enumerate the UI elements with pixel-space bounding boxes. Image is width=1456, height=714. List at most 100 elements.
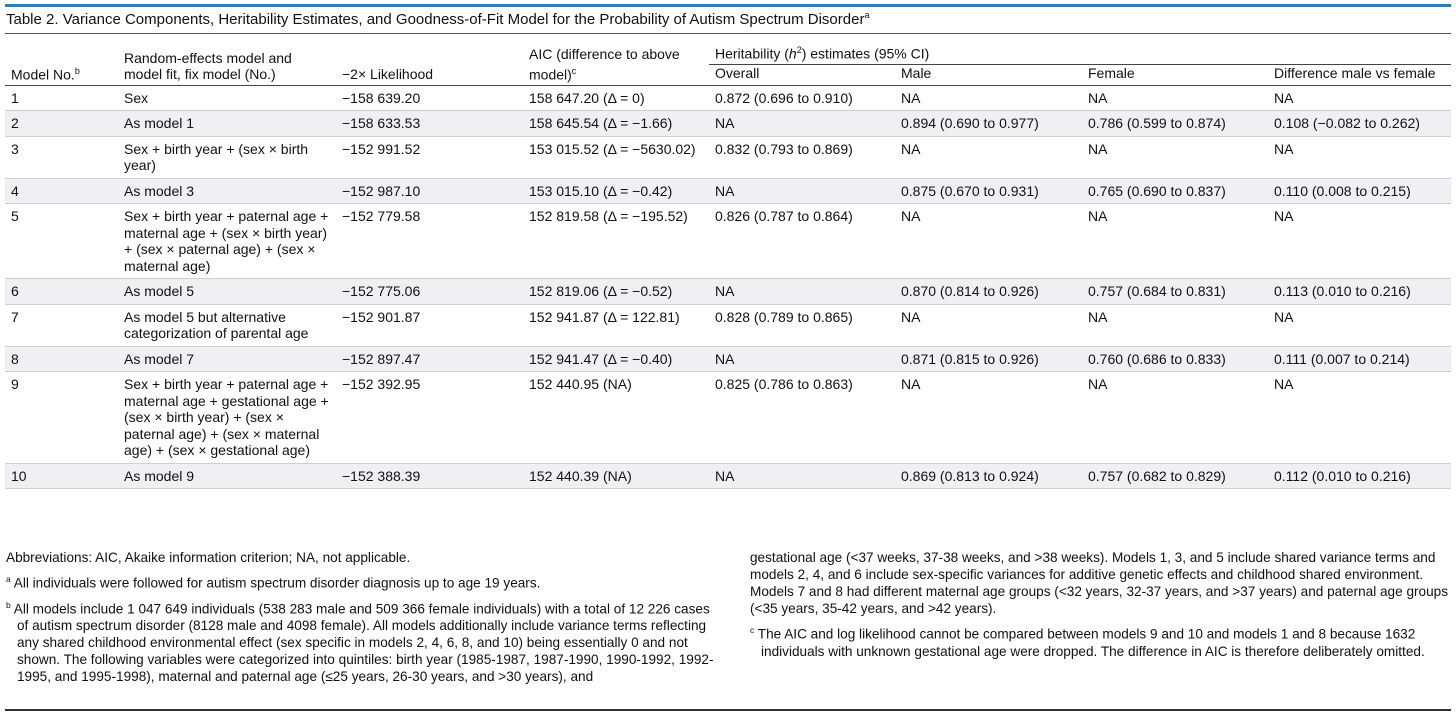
cell-male: 0.875 (0.670 to 0.931)	[901, 182, 1039, 199]
results-table: Model No.b Random-effects model and mode…	[5, 40, 1451, 489]
header-overall: Overall	[715, 65, 760, 82]
cell-model: As model 7	[124, 350, 195, 367]
cell-aic: 152 440.95 (NA)	[529, 376, 632, 393]
cell-difference: NA	[1274, 376, 1294, 393]
cell-difference: NA	[1274, 89, 1294, 106]
cell-overall: NA	[715, 182, 735, 199]
cell-male: NA	[901, 308, 921, 325]
footnote-c: c The AIC and log likelihood cannot be c…	[750, 622, 1450, 660]
cell-aic: 158 645.54 (Δ = −1.66)	[529, 115, 673, 132]
header-aic-footnote: c	[571, 65, 577, 76]
cell-no: 8	[11, 350, 19, 367]
cell-aic: 152 819.58 (Δ = −195.52)	[529, 208, 688, 225]
heritability-label-post: ) estimates (95% CI)	[801, 45, 930, 62]
cell-overall: NA	[715, 115, 735, 132]
table-row: 1 Sex −158 639.20 158 647.20 (Δ = 0) 0.872 (…	[5, 85, 1451, 111]
header-model-no-footnote: b	[74, 65, 80, 76]
cell-difference: 0.112 (0.010 to 0.216)	[1274, 467, 1411, 484]
cell-male: 0.869 (0.813 to 0.924)	[901, 467, 1039, 484]
cell-no: 10	[11, 467, 27, 484]
abbreviations-note: Abbreviations: AIC, Akaike information c…	[6, 550, 411, 565]
table-row: 10 As model 9 −152 388.39 152 440.39 (NA) NA…	[5, 463, 1451, 489]
cell-overall: 0.872 (0.696 to 0.910)	[715, 89, 853, 106]
cell-likelihood: −158 639.20	[342, 89, 421, 106]
cell-female: 0.765 (0.690 to 0.837)	[1088, 182, 1226, 199]
cell-female: NA	[1088, 89, 1108, 106]
cell-female: 0.757 (0.684 to 0.831)	[1088, 283, 1226, 300]
cell-likelihood: −152 901.87	[342, 308, 421, 325]
cell-likelihood: −158 633.53	[342, 115, 421, 132]
table-row: 9 Sex + birth year + paternal age + mater…	[5, 372, 1451, 464]
cell-aic: 153 015.52 (Δ = −5630.02)	[529, 140, 696, 157]
cell-likelihood: −152 987.10	[342, 182, 421, 199]
cell-overall: NA	[715, 467, 735, 484]
cell-difference: NA	[1274, 208, 1294, 225]
cell-overall: 0.828 (0.789 to 0.865)	[715, 308, 853, 325]
table-row: 8 As model 7 −152 897.47 152 941.47 (Δ = −0…	[5, 346, 1451, 372]
table-row: 7 As model 5 but alternative categorizati…	[5, 304, 1451, 347]
cell-difference: 0.113 (0.010 to 0.216)	[1274, 283, 1411, 300]
cell-no: 6	[11, 283, 19, 300]
footnote-b-mark: b	[6, 599, 11, 610]
footnote-c-text: The AIC and log likelihood cannot be com…	[757, 626, 1425, 659]
cell-no: 5	[11, 208, 19, 225]
header-random-effects: Random-effects model and model fit, fix …	[124, 49, 292, 83]
table-row: 4 As model 3 −152 987.10 153 015.10 (Δ = −0…	[5, 178, 1451, 204]
cell-female: 0.760 (0.686 to 0.833)	[1088, 350, 1226, 367]
cell-male: NA	[901, 89, 921, 106]
cell-male: 0.894 (0.690 to 0.977)	[901, 115, 1039, 132]
cell-no: 2	[11, 115, 19, 132]
cell-likelihood: −152 991.52	[342, 140, 421, 157]
cell-female: 0.786 (0.599 to 0.874)	[1088, 115, 1226, 132]
title-footnote-mark: a	[864, 10, 870, 20]
cell-model: As model 5 but alternative categorizatio…	[124, 308, 309, 342]
cell-likelihood: −152 392.95	[342, 376, 421, 393]
cell-likelihood: −152 897.47	[342, 350, 421, 367]
table-title: Table 2. Variance Components, Heritabili…	[6, 10, 869, 28]
cell-likelihood: −152 388.39	[342, 467, 421, 484]
footnote-a-text: All individuals were followed for autism…	[13, 575, 541, 591]
cell-female: NA	[1088, 376, 1108, 393]
cell-no: 1	[11, 89, 19, 106]
cell-model: As model 5	[124, 283, 195, 300]
cell-model: Sex + birth year + paternal age + matern…	[124, 376, 329, 459]
cell-model: As model 3	[124, 182, 195, 199]
cell-overall: 0.825 (0.786 to 0.863)	[715, 376, 853, 393]
cell-male: 0.871 (0.815 to 0.926)	[901, 350, 1039, 367]
cell-difference: 0.108 (−0.082 to 0.262)	[1274, 115, 1420, 132]
title-accent-rule	[5, 4, 1451, 7]
cell-no: 3	[11, 140, 19, 157]
cell-model: Sex + birth year + (sex × birth year)	[124, 140, 309, 174]
cell-difference: NA	[1274, 308, 1294, 325]
cell-aic: 152 941.87 (Δ = 122.81)	[529, 308, 680, 325]
cell-aic: 153 015.10 (Δ = −0.42)	[529, 182, 673, 199]
footnote-b-text: All models include 1 047 649 individuals…	[13, 601, 714, 685]
cell-no: 9	[11, 376, 19, 393]
cell-no: 4	[11, 182, 19, 199]
table-header: Model No.b Random-effects model and mode…	[5, 40, 1451, 86]
heritability-label-pre: Heritability (	[715, 45, 789, 62]
cell-model: Sex	[124, 89, 149, 106]
table-body: 1 Sex −158 639.20 158 647.20 (Δ = 0) 0.872 (…	[5, 85, 1451, 489]
cell-aic: 158 647.20 (Δ = 0)	[529, 89, 645, 106]
footnote-b-continued: gestational age (<37 weeks, 37-38 weeks,…	[750, 550, 1449, 616]
cell-male: NA	[901, 376, 921, 393]
header-likelihood: −2× Likelihood	[342, 66, 434, 83]
cell-likelihood: −152 779.58	[342, 208, 421, 225]
cell-female: 0.757 (0.682 to 0.829)	[1088, 467, 1226, 484]
cell-female: NA	[1088, 308, 1108, 325]
table-title-text: Table 2. Variance Components, Heritabili…	[6, 11, 865, 28]
cell-aic: 152 941.47 (Δ = −0.40)	[529, 350, 673, 367]
footnotes-left: Abbreviations: AIC, Akaike information c…	[6, 549, 724, 690]
header-aic-text: AIC (difference to above model)	[529, 46, 680, 83]
cell-overall: 0.832 (0.793 to 0.869)	[715, 140, 853, 157]
cell-male: 0.870 (0.814 to 0.926)	[901, 283, 1039, 300]
header-female: Female	[1088, 65, 1135, 82]
table-row: 3 Sex + birth year + (sex × birth year) −1…	[5, 136, 1451, 179]
cell-model: As model 1	[124, 115, 195, 132]
cell-overall: 0.826 (0.787 to 0.864)	[715, 208, 853, 225]
cell-female: NA	[1088, 140, 1108, 157]
table-row: 5 Sex + birth year + paternal age + mater…	[5, 204, 1451, 279]
cell-no: 7	[11, 308, 19, 325]
header-aic: AIC (difference to above model)c	[523, 40, 709, 85]
